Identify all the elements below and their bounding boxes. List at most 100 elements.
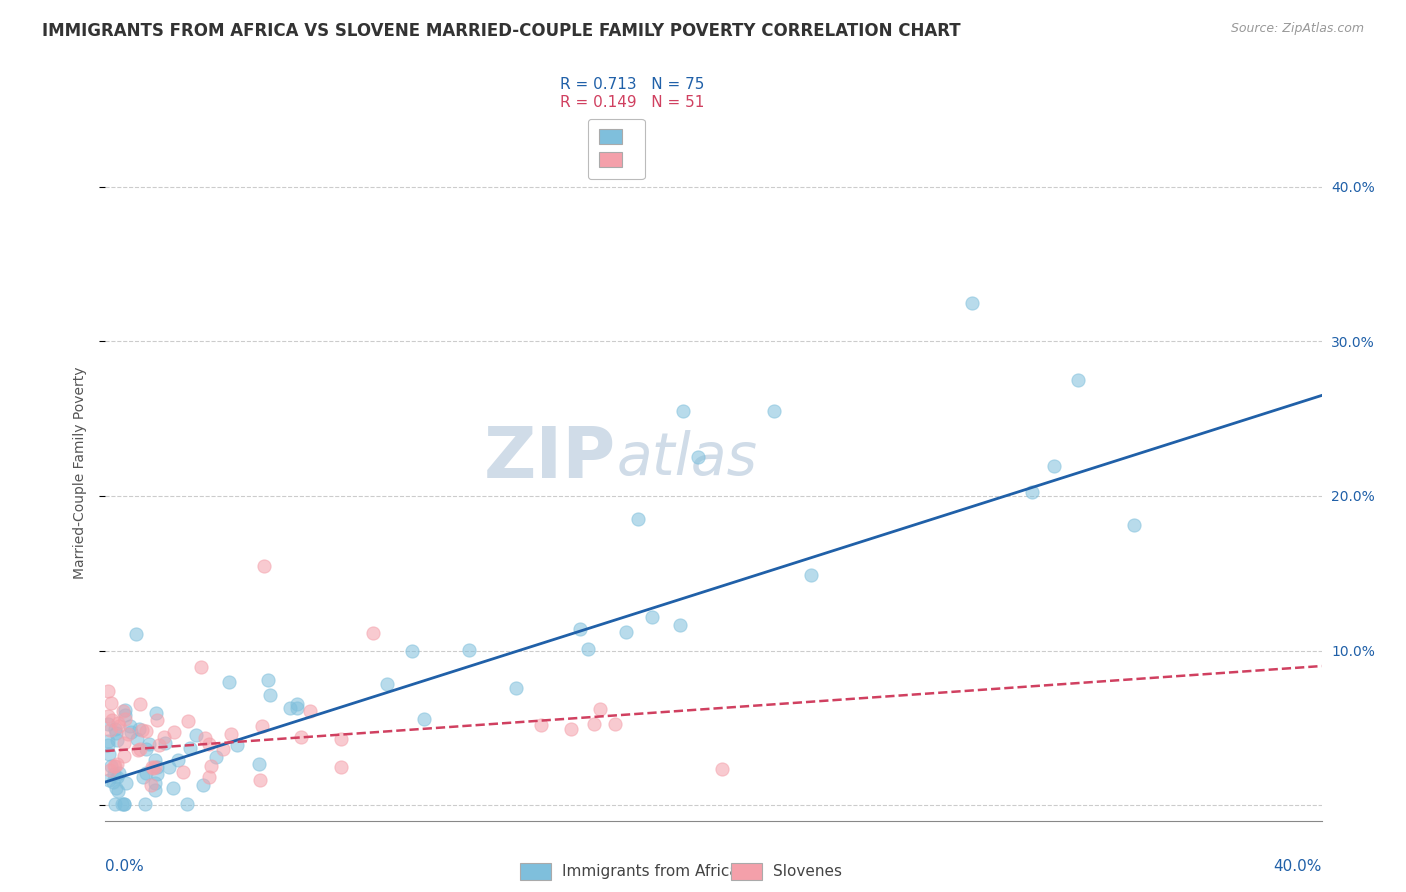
Point: [141, 760, 163, 774]
Point: [98, 764, 121, 778]
Point: [135, 741, 157, 756]
Point: [120, 719, 142, 733]
Point: [143, 782, 166, 797]
Point: [103, 767, 125, 781]
Point: [329, 760, 352, 774]
Point: [218, 675, 240, 690]
Point: [212, 742, 235, 756]
Point: [101, 775, 124, 789]
Point: [162, 781, 184, 796]
Point: [114, 708, 136, 723]
Text: Source: ZipAtlas.com: Source: ZipAtlas.com: [1230, 22, 1364, 36]
Point: [107, 766, 129, 780]
Point: [641, 610, 664, 624]
Point: [108, 719, 131, 733]
Point: [143, 753, 166, 767]
Point: [107, 716, 129, 731]
Point: [138, 737, 160, 751]
Point: [1067, 373, 1090, 387]
Point: [127, 743, 149, 757]
Point: [505, 681, 527, 695]
Text: 40.0%: 40.0%: [1274, 859, 1322, 874]
Point: [576, 642, 599, 657]
Point: [194, 731, 217, 745]
Point: [120, 724, 142, 739]
Point: [98, 747, 121, 761]
Point: [143, 760, 166, 774]
Point: [104, 722, 127, 736]
Point: [285, 700, 308, 714]
Text: Immigrants from Africa: Immigrants from Africa: [562, 864, 740, 879]
Text: Slovenes: Slovenes: [773, 864, 842, 879]
Point: [145, 760, 167, 774]
Point: [132, 770, 155, 784]
Y-axis label: Married-Couple Family Poverty: Married-Couple Family Poverty: [73, 367, 87, 579]
Point: [114, 736, 136, 750]
Point: [252, 719, 274, 733]
Point: [257, 673, 280, 687]
Point: [135, 766, 157, 780]
Point: [101, 713, 124, 727]
Point: [112, 797, 135, 811]
Point: [363, 626, 385, 640]
Point: [111, 797, 134, 811]
Point: [97, 738, 120, 752]
Point: [200, 759, 222, 773]
Point: [763, 404, 786, 418]
Point: [589, 702, 612, 716]
Point: [157, 760, 180, 774]
Point: [104, 759, 127, 773]
Point: [146, 767, 169, 781]
Point: [98, 723, 121, 738]
Point: [583, 717, 606, 731]
Point: [112, 704, 135, 718]
Point: [193, 778, 215, 792]
Point: [129, 697, 152, 711]
Point: [285, 698, 308, 712]
Point: [603, 716, 626, 731]
Point: [614, 625, 637, 640]
Point: [221, 727, 243, 741]
Point: [190, 659, 212, 673]
Point: [153, 736, 176, 750]
Point: [105, 757, 128, 772]
Point: [104, 780, 127, 795]
Point: [112, 748, 135, 763]
Point: [97, 773, 120, 788]
Point: [153, 730, 176, 744]
Point: [800, 568, 823, 582]
Point: [166, 753, 188, 767]
Point: [104, 797, 127, 811]
Point: [198, 770, 221, 784]
Point: [103, 759, 125, 773]
Point: [127, 731, 149, 746]
Point: [97, 734, 120, 748]
Point: [249, 773, 271, 788]
Point: [128, 742, 150, 756]
Point: [145, 776, 167, 790]
Point: [97, 683, 120, 698]
Point: [298, 704, 321, 718]
Point: [1021, 485, 1043, 500]
Legend: , : ,: [588, 119, 644, 178]
Point: [198, 737, 221, 751]
Point: [112, 797, 135, 811]
Point: [290, 730, 312, 744]
Point: [100, 696, 122, 710]
Point: [115, 776, 138, 790]
Point: [117, 726, 139, 740]
Point: [97, 717, 120, 731]
Point: [148, 738, 170, 752]
Point: [141, 778, 163, 792]
Point: [105, 733, 128, 747]
Text: R = 0.713   N = 75: R = 0.713 N = 75: [560, 77, 704, 92]
Point: [128, 722, 150, 736]
Text: atlas: atlas: [616, 430, 758, 487]
Text: ZIP: ZIP: [484, 425, 616, 493]
Point: [457, 643, 479, 657]
Point: [1043, 459, 1066, 474]
Point: [259, 688, 281, 702]
Point: [672, 404, 695, 418]
Point: [163, 725, 186, 739]
Point: [401, 644, 423, 658]
